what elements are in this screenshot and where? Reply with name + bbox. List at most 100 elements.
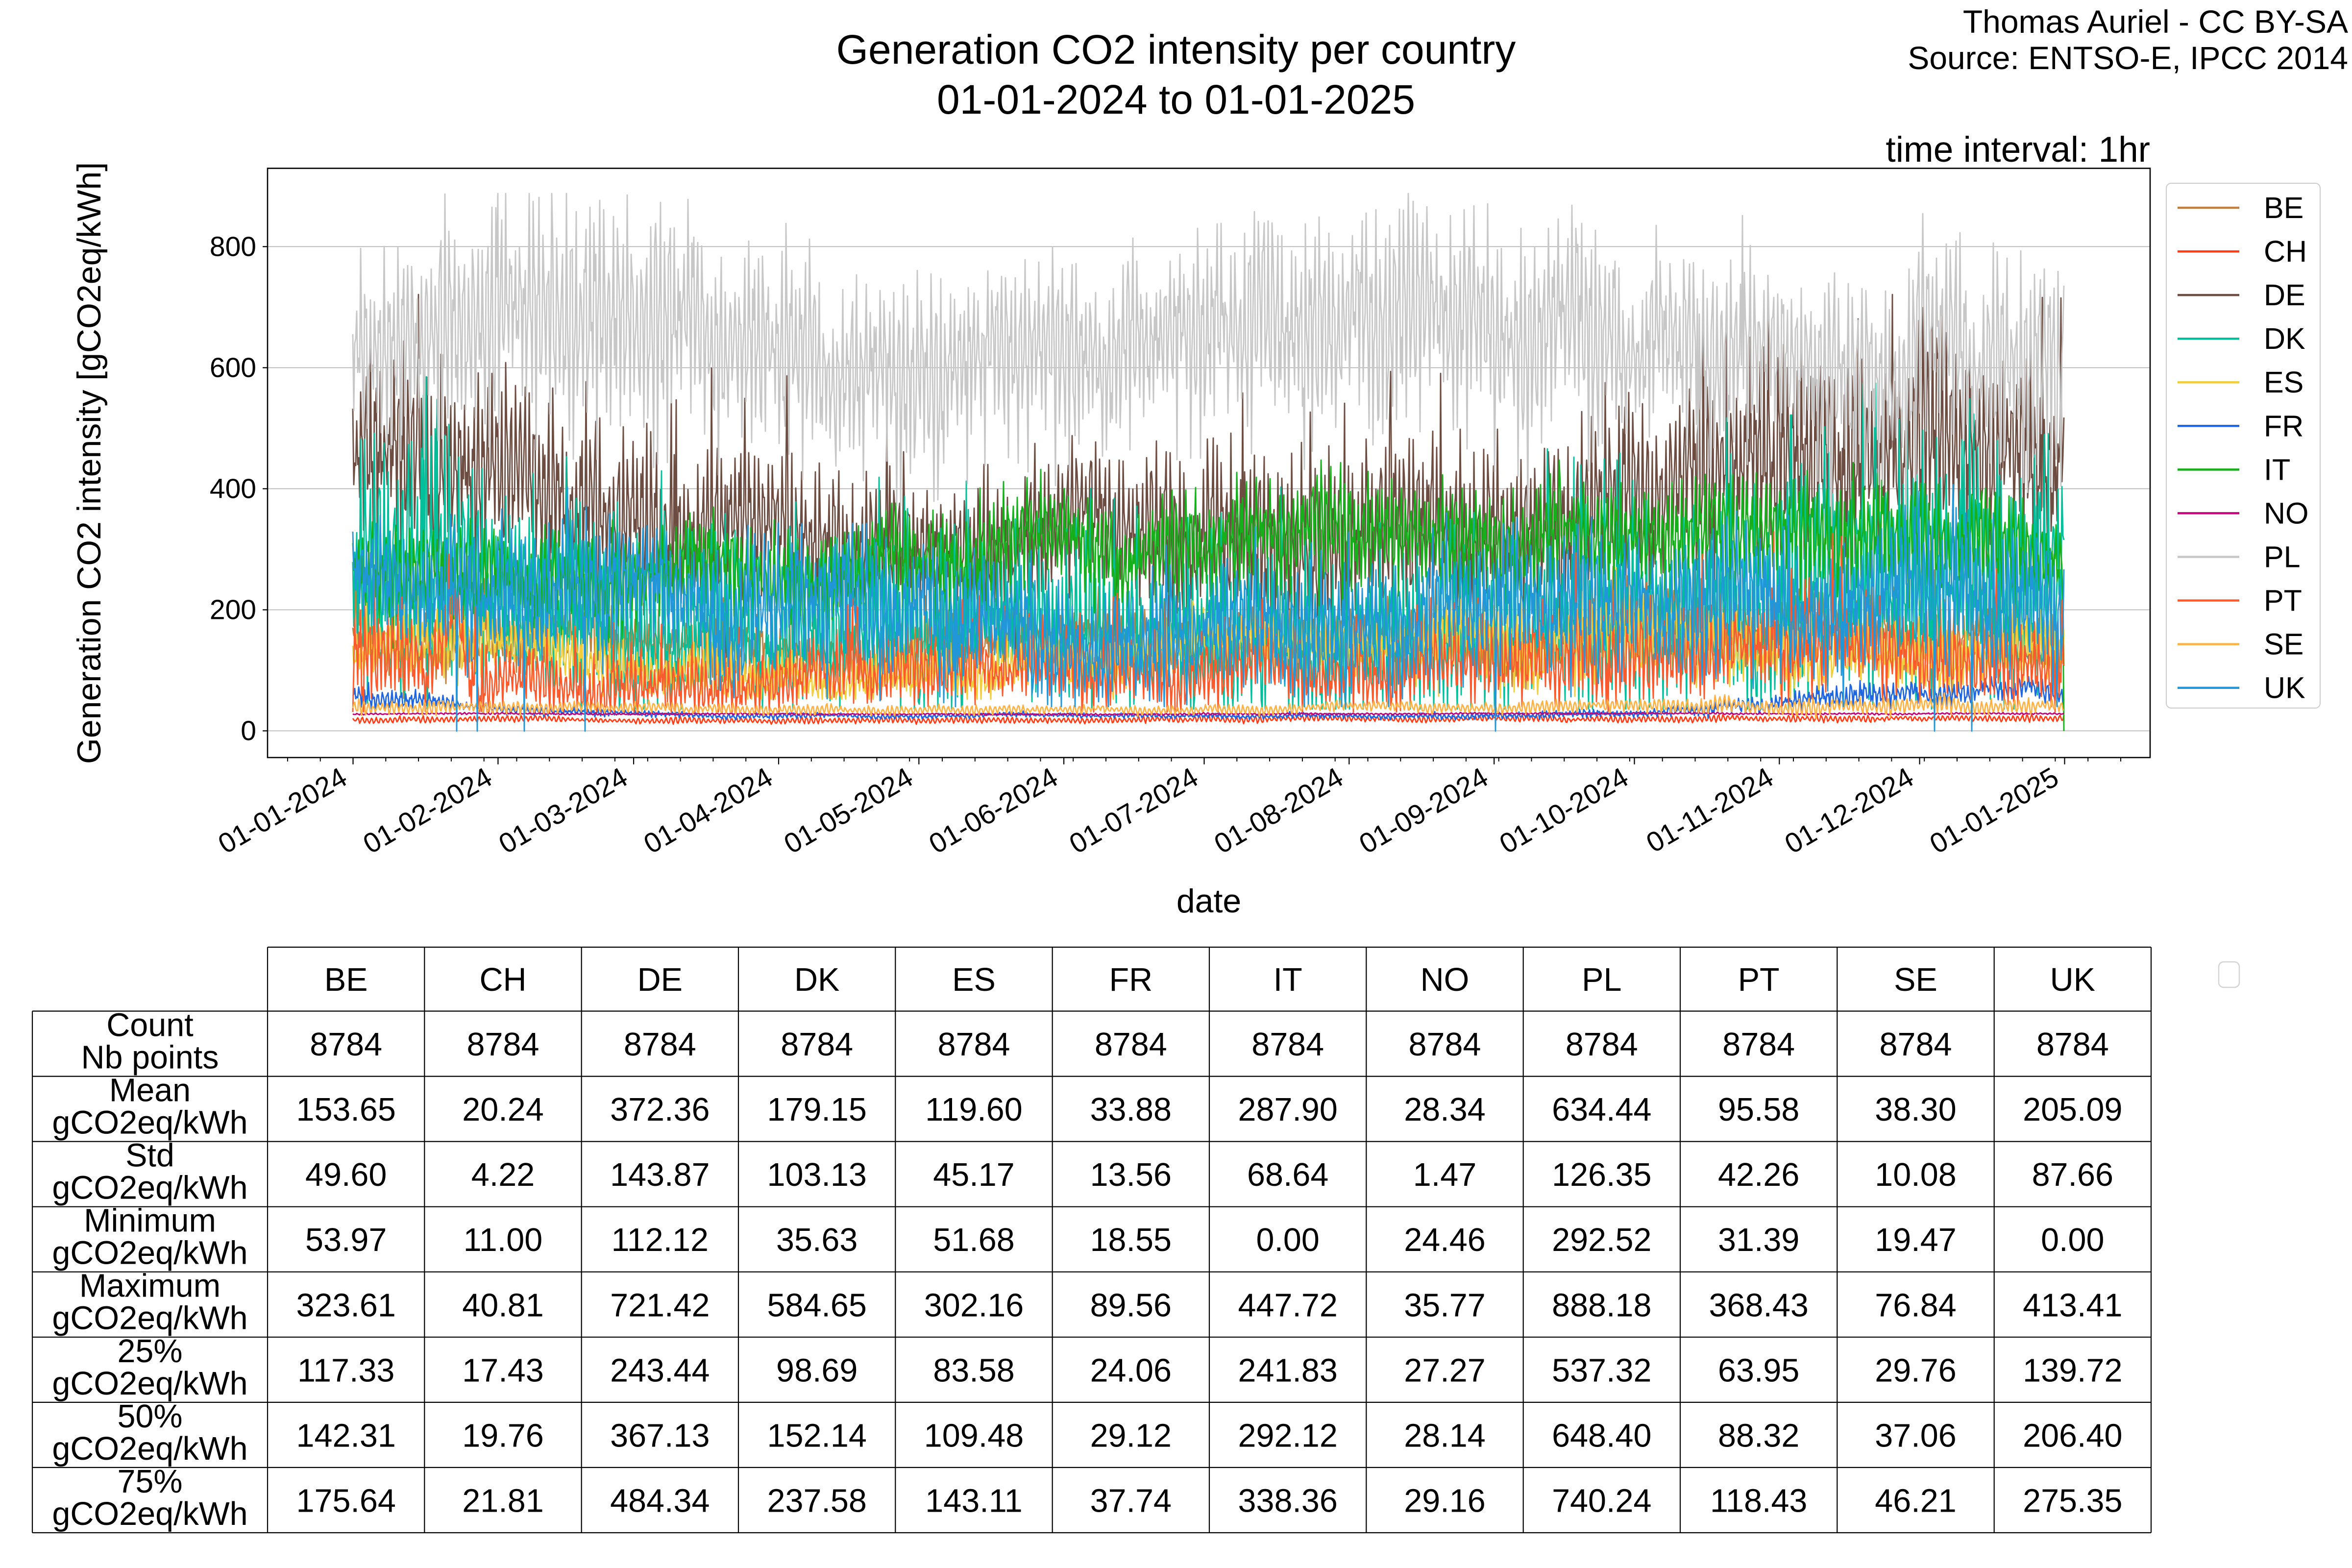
svg-text:gCO2eq/kWh: gCO2eq/kWh — [52, 1235, 247, 1272]
svg-text:200: 200 — [210, 594, 256, 626]
svg-text:243.44: 243.44 — [610, 1352, 710, 1389]
svg-text:gCO2eq/kWh: gCO2eq/kWh — [52, 1496, 247, 1532]
svg-text:Generation CO2 intensity [gCO2: Generation CO2 intensity [gCO2eq/kWh] — [71, 162, 108, 764]
svg-text:372.36: 372.36 — [610, 1092, 710, 1128]
svg-text:537.32: 537.32 — [1552, 1352, 1651, 1389]
svg-text:83.58: 83.58 — [933, 1352, 1014, 1389]
svg-text:8784: 8784 — [1251, 1027, 1324, 1063]
svg-text:75%: 75% — [117, 1464, 182, 1500]
svg-text:302.16: 302.16 — [924, 1287, 1024, 1323]
svg-text:292.52: 292.52 — [1552, 1222, 1651, 1258]
svg-text:292.12: 292.12 — [1238, 1418, 1337, 1454]
svg-text:FR: FR — [1109, 962, 1152, 998]
svg-text:152.14: 152.14 — [767, 1418, 866, 1454]
svg-text:51.68: 51.68 — [933, 1222, 1014, 1258]
svg-text:8784: 8784 — [1722, 1027, 1795, 1063]
svg-text:PL: PL — [1582, 962, 1621, 998]
svg-text:Count: Count — [106, 1007, 193, 1044]
svg-text:88.32: 88.32 — [1718, 1418, 1799, 1454]
svg-text:PT: PT — [1738, 962, 1780, 998]
svg-text:0: 0 — [241, 715, 256, 747]
svg-text:BE: BE — [324, 962, 368, 998]
svg-text:68.64: 68.64 — [1247, 1157, 1328, 1193]
svg-text:175.64: 175.64 — [296, 1483, 395, 1519]
svg-text:0.00: 0.00 — [1256, 1222, 1319, 1258]
svg-text:Mean: Mean — [109, 1073, 191, 1109]
svg-text:8784: 8784 — [781, 1027, 853, 1063]
svg-text:648.40: 648.40 — [1552, 1418, 1651, 1454]
svg-text:46.21: 46.21 — [1875, 1483, 1956, 1519]
svg-text:338.36: 338.36 — [1238, 1483, 1337, 1519]
svg-text:DE: DE — [637, 962, 683, 998]
svg-text:CH: CH — [479, 962, 526, 998]
svg-text:24.06: 24.06 — [1090, 1352, 1172, 1389]
svg-text:8784: 8784 — [467, 1027, 539, 1063]
svg-text:447.72: 447.72 — [1238, 1287, 1337, 1323]
svg-text:NO: NO — [2264, 496, 2309, 530]
svg-text:18.55: 18.55 — [1090, 1222, 1172, 1258]
svg-text:10.08: 10.08 — [1875, 1157, 1956, 1193]
svg-text:117.33: 117.33 — [297, 1352, 394, 1389]
svg-text:143.11: 143.11 — [925, 1483, 1022, 1519]
svg-text:21.81: 21.81 — [462, 1483, 543, 1519]
svg-text:323.61: 323.61 — [296, 1287, 395, 1323]
svg-text:time interval: 1hr: time interval: 1hr — [1886, 130, 2150, 170]
svg-text:800: 800 — [210, 231, 256, 262]
svg-text:206.40: 206.40 — [2023, 1418, 2122, 1454]
svg-text:50%: 50% — [117, 1398, 182, 1435]
svg-text:Thomas Auriel - CC BY-SA: Thomas Auriel - CC BY-SA — [1963, 3, 2348, 40]
svg-text:237.58: 237.58 — [767, 1483, 866, 1519]
svg-text:241.83: 241.83 — [1238, 1352, 1337, 1389]
svg-text:8784: 8784 — [1409, 1027, 1481, 1063]
svg-text:IT: IT — [2264, 453, 2290, 486]
svg-text:98.69: 98.69 — [776, 1352, 858, 1389]
svg-text:126.35: 126.35 — [1552, 1157, 1651, 1193]
svg-text:53.97: 53.97 — [305, 1222, 387, 1258]
svg-text:13.56: 13.56 — [1090, 1157, 1172, 1193]
svg-text:gCO2eq/kWh: gCO2eq/kWh — [52, 1105, 247, 1141]
svg-text:27.27: 27.27 — [1404, 1352, 1485, 1389]
svg-text:76.84: 76.84 — [1875, 1287, 1956, 1323]
svg-text:634.44: 634.44 — [1552, 1092, 1651, 1128]
svg-text:Nb points: Nb points — [81, 1040, 219, 1076]
svg-text:19.76: 19.76 — [462, 1418, 543, 1454]
svg-text:0.00: 0.00 — [2041, 1222, 2104, 1258]
svg-text:8784: 8784 — [624, 1027, 696, 1063]
svg-text:SE: SE — [1894, 962, 1937, 998]
svg-text:275.35: 275.35 — [2023, 1483, 2122, 1519]
svg-text:DK: DK — [2264, 322, 2305, 355]
svg-text:01-01-2024 to 01-01-2025: 01-01-2024 to 01-01-2025 — [937, 76, 1415, 122]
svg-text:37.74: 37.74 — [1090, 1483, 1172, 1519]
svg-text:89.56: 89.56 — [1090, 1287, 1172, 1323]
svg-text:888.18: 888.18 — [1552, 1287, 1651, 1323]
svg-text:112.12: 112.12 — [612, 1222, 709, 1258]
svg-text:37.06: 37.06 — [1875, 1418, 1956, 1454]
svg-text:118.43: 118.43 — [1710, 1483, 1807, 1519]
svg-text:29.16: 29.16 — [1404, 1483, 1485, 1519]
svg-text:40.81: 40.81 — [462, 1287, 543, 1323]
svg-text:1.47: 1.47 — [1413, 1157, 1476, 1193]
svg-text:SE: SE — [2264, 628, 2303, 661]
svg-text:63.95: 63.95 — [1718, 1352, 1799, 1389]
svg-text:484.34: 484.34 — [610, 1483, 710, 1519]
svg-text:413.41: 413.41 — [2023, 1287, 2122, 1323]
svg-text:119.60: 119.60 — [925, 1092, 1022, 1128]
svg-text:gCO2eq/kWh: gCO2eq/kWh — [52, 1300, 247, 1337]
svg-text:25%: 25% — [117, 1333, 182, 1370]
svg-text:143.87: 143.87 — [610, 1157, 710, 1193]
svg-text:DK: DK — [794, 962, 839, 998]
svg-text:33.88: 33.88 — [1090, 1092, 1172, 1128]
svg-text:Minimum: Minimum — [84, 1203, 216, 1239]
svg-text:Maximum: Maximum — [79, 1268, 220, 1304]
svg-text:142.31: 142.31 — [296, 1418, 395, 1454]
svg-text:ES: ES — [2264, 366, 2303, 399]
svg-text:153.65: 153.65 — [296, 1092, 395, 1128]
svg-text:8784: 8784 — [310, 1027, 382, 1063]
svg-text:38.30: 38.30 — [1875, 1092, 1956, 1128]
svg-text:584.65: 584.65 — [767, 1287, 866, 1323]
svg-text:109.48: 109.48 — [924, 1418, 1024, 1454]
svg-text:179.15: 179.15 — [767, 1092, 866, 1128]
svg-text:Source: ENTSO-E, IPCC 2014: Source: ENTSO-E, IPCC 2014 — [1908, 40, 2348, 76]
svg-text:8784: 8784 — [1566, 1027, 1638, 1063]
svg-text:19.47: 19.47 — [1875, 1222, 1956, 1258]
